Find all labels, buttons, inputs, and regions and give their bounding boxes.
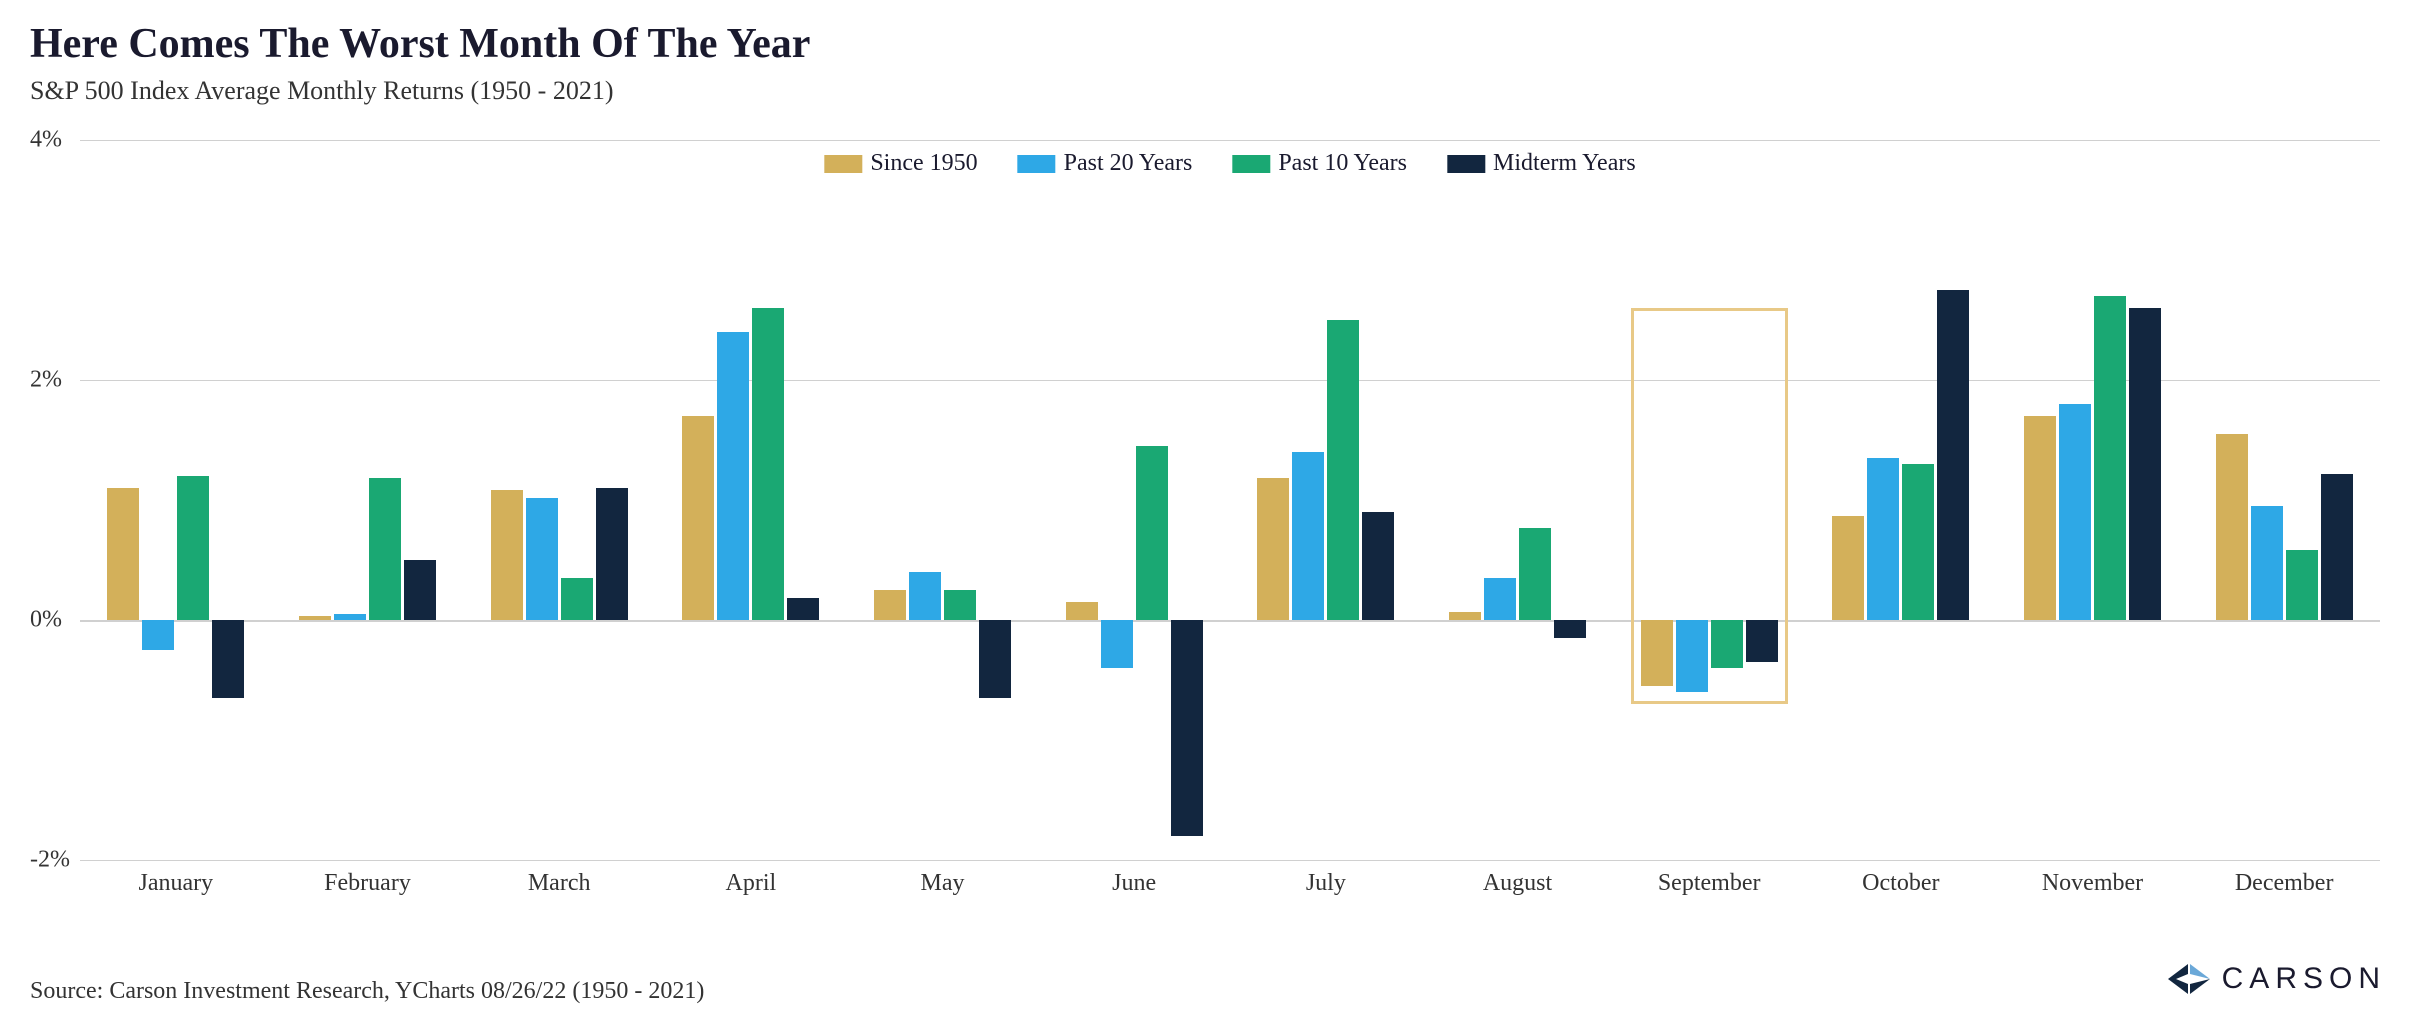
legend-item: Past 10 Years bbox=[1232, 150, 1407, 177]
bar bbox=[1519, 528, 1551, 620]
carson-logo-text: CARSON bbox=[2222, 962, 2386, 996]
legend-swatch bbox=[1232, 155, 1270, 173]
bar bbox=[1484, 578, 1516, 620]
bar bbox=[1171, 620, 1203, 836]
y-tick-label: 4% bbox=[30, 127, 62, 154]
legend-swatch bbox=[1018, 155, 1056, 173]
y-tick-label: 0% bbox=[30, 607, 62, 634]
bar bbox=[874, 590, 906, 620]
bar bbox=[334, 614, 366, 620]
bar bbox=[682, 416, 714, 620]
x-tick-label: June bbox=[1112, 870, 1156, 897]
bar bbox=[299, 616, 331, 620]
bar bbox=[2251, 506, 2283, 620]
gridline bbox=[80, 380, 2380, 381]
x-tick-label: December bbox=[2235, 870, 2334, 897]
bar bbox=[491, 490, 523, 620]
bar bbox=[404, 560, 436, 620]
bar bbox=[2129, 308, 2161, 620]
bar bbox=[1136, 446, 1168, 620]
x-tick-label: August bbox=[1483, 870, 1552, 897]
bar bbox=[1711, 620, 1743, 668]
bar bbox=[909, 572, 941, 620]
gridline bbox=[80, 860, 2380, 861]
legend-label: Past 10 Years bbox=[1278, 150, 1407, 177]
x-tick-label: July bbox=[1306, 870, 1346, 897]
plot-region: Since 1950 Past 20 Years Past 10 Years Midt… bbox=[80, 140, 2380, 860]
bar bbox=[1937, 290, 1969, 620]
bar bbox=[1832, 516, 1864, 620]
bar bbox=[1066, 602, 1098, 620]
bar bbox=[944, 590, 976, 620]
bar bbox=[787, 598, 819, 620]
x-tick-label: April bbox=[725, 870, 776, 897]
bar bbox=[596, 488, 628, 620]
bar bbox=[2216, 434, 2248, 620]
bar bbox=[142, 620, 174, 650]
legend-swatch bbox=[824, 155, 862, 173]
bar bbox=[1867, 458, 1899, 620]
x-tick-label: January bbox=[139, 870, 214, 897]
bar bbox=[1292, 452, 1324, 620]
bar bbox=[2024, 416, 2056, 620]
bar bbox=[526, 498, 558, 620]
gridline bbox=[80, 140, 2380, 141]
bar bbox=[212, 620, 244, 698]
chart-subtitle: S&P 500 Index Average Monthly Returns (1… bbox=[30, 76, 2396, 106]
bar bbox=[1902, 464, 1934, 620]
carson-logo: CARSON bbox=[2168, 958, 2386, 1000]
x-tick-label: March bbox=[528, 870, 591, 897]
bar bbox=[1676, 620, 1708, 692]
bar bbox=[717, 332, 749, 620]
legend-label: Midterm Years bbox=[1493, 150, 1636, 177]
chart-area: Since 1950 Past 20 Years Past 10 Years Midt… bbox=[30, 110, 2396, 930]
chart-title: Here Comes The Worst Month Of The Year bbox=[30, 20, 2396, 68]
bar bbox=[2321, 474, 2353, 620]
bar bbox=[369, 478, 401, 620]
bar bbox=[1327, 320, 1359, 620]
y-tick-label: -2% bbox=[30, 847, 70, 874]
legend: Since 1950 Past 20 Years Past 10 Years Midt… bbox=[824, 150, 1635, 177]
bar bbox=[1746, 620, 1778, 662]
legend-item: Past 20 Years bbox=[1018, 150, 1193, 177]
bar bbox=[2094, 296, 2126, 620]
legend-item: Since 1950 bbox=[824, 150, 977, 177]
x-tick-label: October bbox=[1862, 870, 1939, 897]
x-tick-label: February bbox=[324, 870, 411, 897]
bar bbox=[1641, 620, 1673, 686]
x-tick-label: September bbox=[1658, 870, 1761, 897]
bar bbox=[2286, 550, 2318, 620]
bar bbox=[107, 488, 139, 620]
bar bbox=[1101, 620, 1133, 668]
bar bbox=[2059, 404, 2091, 620]
bar bbox=[752, 308, 784, 620]
x-tick-label: November bbox=[2042, 870, 2143, 897]
gridline bbox=[80, 620, 2380, 622]
legend-swatch bbox=[1447, 155, 1485, 173]
bar bbox=[979, 620, 1011, 698]
bar bbox=[1257, 478, 1289, 620]
bar bbox=[1449, 612, 1481, 620]
x-tick-label: May bbox=[921, 870, 965, 897]
bar bbox=[1362, 512, 1394, 620]
legend-label: Since 1950 bbox=[870, 150, 977, 177]
carson-logo-icon bbox=[2168, 958, 2210, 1000]
source-text: Source: Carson Investment Research, YCha… bbox=[30, 978, 704, 1005]
bar bbox=[177, 476, 209, 620]
bar bbox=[1554, 620, 1586, 638]
legend-item: Midterm Years bbox=[1447, 150, 1636, 177]
bar bbox=[561, 578, 593, 620]
legend-label: Past 20 Years bbox=[1064, 150, 1193, 177]
y-tick-label: 2% bbox=[30, 367, 62, 394]
